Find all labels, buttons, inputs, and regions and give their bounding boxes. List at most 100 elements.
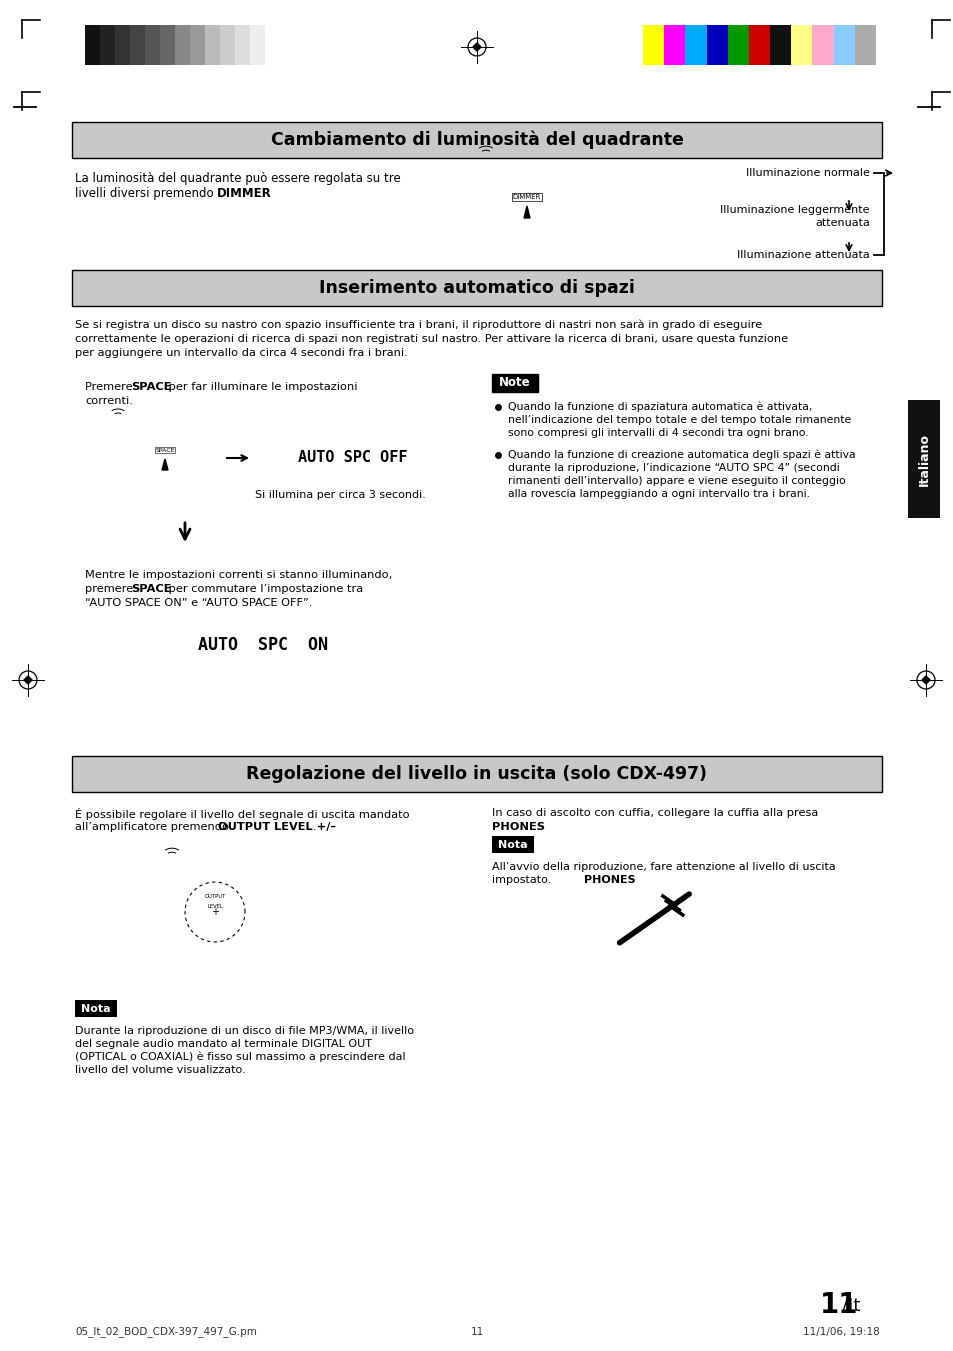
- Circle shape: [575, 940, 615, 979]
- Text: (OPTICAL o COAXIAL) è fisso sul massimo a prescindere dal: (OPTICAL o COAXIAL) è fisso sul massimo …: [75, 1052, 405, 1062]
- Text: LEVEL: LEVEL: [207, 904, 223, 908]
- Text: Si illumina per circa 3 secondi.: Si illumina per circa 3 secondi.: [254, 490, 425, 500]
- Text: all’amplificatore premendo: all’amplificatore premendo: [75, 821, 233, 832]
- Text: Illuminazione leggermente: Illuminazione leggermente: [720, 205, 869, 215]
- Text: 05_It_02_BOD_CDX-397_497_G.pm: 05_It_02_BOD_CDX-397_497_G.pm: [75, 1327, 256, 1337]
- Bar: [790, 26, 812, 65]
- Text: 11: 11: [470, 1327, 483, 1337]
- Bar: [100, 26, 115, 65]
- Text: Cambiamento di luminosità del quadrante: Cambiamento di luminosità del quadrante: [271, 131, 682, 149]
- Bar: [492, 374, 537, 392]
- Bar: [71, 122, 882, 158]
- Polygon shape: [24, 676, 32, 684]
- Circle shape: [475, 161, 578, 265]
- Text: per aggiungere un intervallo da circa 4 secondi fra i brani.: per aggiungere un intervallo da circa 4 …: [75, 349, 407, 358]
- Text: 11: 11: [820, 1292, 858, 1319]
- Text: Se si registra un disco su nastro con spazio insufficiente tra i brani, il ripro: Se si registra un disco su nastro con sp…: [75, 320, 761, 331]
- Bar: [748, 26, 769, 65]
- Text: rimanenti dell’intervallo) appare e viene eseguito il conteggio: rimanenti dell’intervallo) appare e vien…: [507, 476, 845, 486]
- Bar: [190, 26, 205, 65]
- FancyBboxPatch shape: [163, 884, 180, 939]
- Polygon shape: [921, 676, 929, 684]
- Text: attenuata: attenuata: [814, 218, 869, 228]
- Polygon shape: [102, 473, 133, 497]
- Bar: [684, 26, 706, 65]
- Text: É possibile regolare il livello del segnale di uscita mandato: É possibile regolare il livello del segn…: [75, 808, 409, 820]
- Polygon shape: [468, 220, 503, 249]
- Text: PHONES: PHONES: [583, 875, 635, 885]
- Text: .: .: [313, 821, 316, 832]
- Text: sono compresi gli intervalli di 4 secondi tra ogni brano.: sono compresi gli intervalli di 4 second…: [507, 428, 808, 438]
- Bar: [234, 26, 250, 65]
- Text: alla rovescia lampeggiando a ogni intervallo tra i brani.: alla rovescia lampeggiando a ogni interv…: [507, 489, 809, 499]
- Text: livelli diversi premendo: livelli diversi premendo: [75, 186, 221, 200]
- Text: La luminosità del quadrante può essere regolata su tre: La luminosità del quadrante può essere r…: [75, 172, 400, 185]
- Text: Durante la riproduzione di un disco di file MP3/WMA, il livello: Durante la riproduzione di un disco di f…: [75, 1025, 414, 1036]
- Bar: [706, 26, 727, 65]
- Text: Italiano: Italiano: [917, 432, 929, 485]
- Text: per commutare l’impostazione tra: per commutare l’impostazione tra: [165, 584, 363, 594]
- Text: DIMMER: DIMMER: [216, 186, 272, 200]
- Circle shape: [160, 861, 270, 970]
- Bar: [71, 270, 882, 305]
- Text: OUTPUT LEVEL +/–: OUTPUT LEVEL +/–: [218, 821, 335, 832]
- Circle shape: [586, 952, 602, 969]
- Text: Quando la funzione di spaziatura automatica è attivata,: Quando la funzione di spaziatura automat…: [507, 403, 812, 412]
- Bar: [71, 122, 882, 158]
- Text: Note: Note: [498, 377, 530, 389]
- Bar: [71, 757, 882, 792]
- Polygon shape: [162, 459, 168, 470]
- Bar: [145, 26, 160, 65]
- Text: .: .: [258, 186, 262, 200]
- Circle shape: [153, 451, 175, 473]
- Text: AUTO  SPC  ON: AUTO SPC ON: [198, 636, 328, 654]
- Text: PHONES: PHONES: [492, 821, 544, 832]
- Bar: [854, 26, 875, 65]
- Text: /It: /It: [841, 1296, 860, 1315]
- Text: OUTPUT: OUTPUT: [204, 893, 226, 898]
- Bar: [812, 26, 833, 65]
- Text: nell’indicazione del tempo totale e del tempo totale rimanente: nell’indicazione del tempo totale e del …: [507, 415, 850, 426]
- Bar: [907, 400, 939, 517]
- Text: Inserimento automatico di spazi: Inserimento automatico di spazi: [318, 280, 635, 297]
- Text: DIMMER: DIMMER: [513, 195, 540, 200]
- Bar: [727, 26, 748, 65]
- Bar: [492, 836, 534, 852]
- Circle shape: [117, 409, 213, 507]
- Text: Nota: Nota: [497, 839, 527, 850]
- Text: “AUTO SPACE ON” e “AUTO SPACE OFF”.: “AUTO SPACE ON” e “AUTO SPACE OFF”.: [85, 598, 312, 608]
- Text: SPACE: SPACE: [131, 584, 172, 594]
- Text: premere: premere: [85, 584, 136, 594]
- Text: Illuminazione normale: Illuminazione normale: [745, 168, 869, 178]
- Text: durante la riproduzione, l’indicazione “AUTO SPC 4” (secondi: durante la riproduzione, l’indicazione “…: [507, 463, 839, 473]
- Text: livello del volume visualizzato.: livello del volume visualizzato.: [75, 1065, 245, 1075]
- Text: correttamente le operazioni di ricerca di spazi non registrati sul nastro. Per a: correttamente le operazioni di ricerca d…: [75, 334, 787, 345]
- Bar: [115, 26, 130, 65]
- Text: Quando la funzione di creazione automatica degli spazi è attiva: Quando la funzione di creazione automati…: [507, 450, 855, 461]
- Polygon shape: [473, 43, 480, 51]
- FancyBboxPatch shape: [110, 443, 127, 499]
- Bar: [663, 26, 684, 65]
- Text: del segnale audio mandato al terminale DIGITAL OUT: del segnale audio mandato al terminale D…: [75, 1039, 372, 1048]
- Text: Regolazione del livello in uscita (solo CDX-497): Regolazione del livello in uscita (solo …: [246, 765, 707, 784]
- Bar: [75, 1000, 117, 1017]
- Text: SPACE: SPACE: [131, 382, 172, 392]
- Text: +: +: [211, 907, 219, 917]
- Bar: [254, 440, 450, 476]
- Bar: [642, 26, 663, 65]
- Bar: [833, 26, 854, 65]
- Bar: [205, 26, 220, 65]
- Bar: [71, 365, 481, 785]
- Polygon shape: [523, 205, 530, 218]
- Text: impostato.: impostato.: [492, 875, 551, 885]
- Bar: [130, 26, 145, 65]
- Text: All’avvio della riproduzione, fare attenzione al livello di uscita: All’avvio della riproduzione, fare atten…: [492, 862, 835, 871]
- Bar: [160, 26, 174, 65]
- Bar: [98, 626, 428, 665]
- Bar: [85, 26, 100, 65]
- Bar: [71, 270, 882, 305]
- Bar: [174, 26, 190, 65]
- Text: AUTO SPC OFF: AUTO SPC OFF: [297, 450, 407, 466]
- Text: In caso di ascolto con cuffia, collegare la cuffia alla presa: In caso di ascolto con cuffia, collegare…: [492, 808, 818, 817]
- Circle shape: [205, 902, 225, 921]
